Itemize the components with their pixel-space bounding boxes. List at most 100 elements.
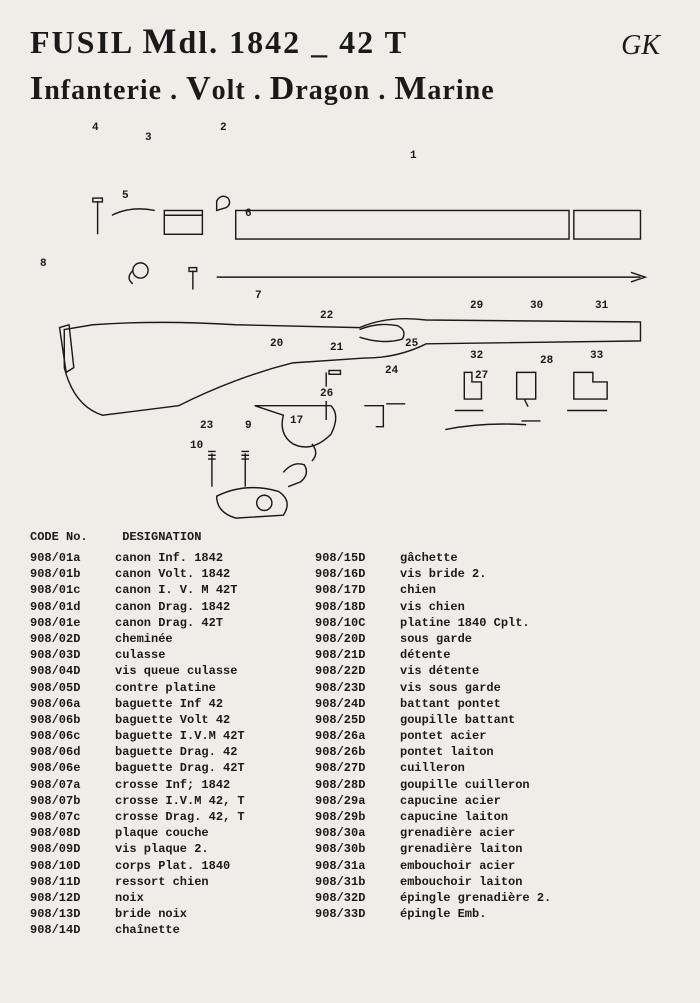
designation-cell: pontet acier [400,728,580,744]
code-cell: 908/13D [30,906,115,922]
part-number-label: 23 [200,420,213,432]
code-cell: 908/14D [30,922,115,938]
code-cell: 908/20D [315,631,400,647]
monogram: GK [621,30,660,62]
designation-cell: culasse [115,647,295,663]
part-number-label: 27 [475,370,488,382]
designation-cell: baguette Inf 42 [115,696,295,712]
designation-cell: capucine acier [400,793,580,809]
code-cell: 908/30b [315,841,400,857]
code-cell: 908/01c [30,582,115,598]
designation-cell: détente [400,647,580,663]
designation-cell: grenadière laiton [400,841,580,857]
designation-cell: canon Volt. 1842 [115,566,295,582]
part-number-label: 20 [270,338,283,350]
title-rest: dl. 1842 _ 42 T [178,24,407,60]
designation-cell: canon Inf. 1842 [115,550,295,566]
code-cell: 908/23D [315,680,400,696]
code-cell: 908/01d [30,599,115,615]
code-cell: 908/09D [30,841,115,857]
code-cell: 908/29a [315,793,400,809]
part-number-label: 28 [540,355,553,367]
designation-cell: bride noix [115,906,295,922]
code-cell: 908/05D [30,680,115,696]
designation-cell: baguette Volt 42 [115,712,295,728]
part-number-label: 21 [330,342,343,354]
code-cell: 908/17D [315,582,400,598]
designation-cell: vis chien [400,599,580,615]
designation-cell: ressort chien [115,874,295,890]
code-cell: 908/25D [315,712,400,728]
part-number-label: 31 [595,300,608,312]
designation-cell: goupille battant [400,712,580,728]
header-code: CODE No. [30,530,115,544]
designation-cell: crosse I.V.M 42, T [115,793,295,809]
designation-cell: épingle grenadière 2. [400,890,580,906]
part-number-label: 24 [385,365,398,377]
code-cell: 908/02D [30,631,115,647]
code-cell: 908/22D [315,663,400,679]
code-cell: 908/24D [315,696,400,712]
designation-cell: gâchette [400,550,580,566]
designation-cell: noix [115,890,295,906]
designation-cell: embouchoir acier [400,858,580,874]
code-cell: 908/26b [315,744,400,760]
designation-cell: pontet laiton [400,744,580,760]
designation-cell: baguette Drag. 42T [115,760,295,776]
designation-cell: cheminée [115,631,295,647]
part-number-label: 8 [40,258,47,270]
code-cell: 908/21D [315,647,400,663]
designation-cell: goupille cuilleron [400,777,580,793]
table-col-left: 908/01a908/01b908/01c908/01d908/01e908/0… [30,550,295,939]
code-cell: 908/11D [30,874,115,890]
designation-cell: battant pontet [400,696,580,712]
code-cell: 908/06c [30,728,115,744]
part-number-label: 7 [255,290,262,302]
code-cell: 908/07c [30,809,115,825]
table-header: CODE No. DESIGNATION [30,530,670,544]
part-number-label: 25 [405,338,418,350]
designation-cell: vis queue culasse [115,663,295,679]
title-m: M [142,21,178,61]
code-cell: 908/28D [315,777,400,793]
code-cell: 908/27D [315,760,400,776]
subtitle: Infanterie . Volt . Dragon . Marine [30,70,670,108]
designation-cell: cuilleron [400,760,580,776]
code-cell: 908/10D [30,858,115,874]
designation-cell: vis sous garde [400,680,580,696]
code-cell: 908/10C [315,615,400,631]
code-cell: 908/30a [315,825,400,841]
part-number-label: 32 [470,350,483,362]
designation-cell: baguette I.V.M 42T [115,728,295,744]
designation-cell: épingle Emb. [400,906,580,922]
designation-cell: canon I. V. M 42T [115,582,295,598]
designation-cell: capucine laiton [400,809,580,825]
code-cell: 908/26a [315,728,400,744]
designation-cell: crosse Inf; 1842 [115,777,295,793]
designation-cell: grenadière acier [400,825,580,841]
part-number-label: 3 [145,132,152,144]
code-cell: 908/16D [315,566,400,582]
code-cell: 908/04D [30,663,115,679]
title-prefix: FUSIL [30,24,132,60]
code-cell: 908/32D [315,890,400,906]
code-cell: 908/12D [30,890,115,906]
code-cell: 908/01b [30,566,115,582]
part-number-label: 29 [470,300,483,312]
code-cell: 908/18D [315,599,400,615]
designation-cell: crosse Drag. 42, T [115,809,295,825]
code-cell: 908/15D [315,550,400,566]
part-number-label: 26 [320,388,333,400]
designation-cell: chaînette [115,922,295,938]
designation-cell: chien [400,582,580,598]
code-cell: 908/31b [315,874,400,890]
code-cell: 908/07a [30,777,115,793]
designation-cell: canon Drag. 42T [115,615,295,631]
designation-cell: vis détente [400,663,580,679]
part-number-label: 33 [590,350,603,362]
designation-cell: embouchoir laiton [400,874,580,890]
code-cell: 908/08D [30,825,115,841]
code-cell: 908/06e [30,760,115,776]
designation-cell: plaque couche [115,825,295,841]
code-cell: 908/06d [30,744,115,760]
